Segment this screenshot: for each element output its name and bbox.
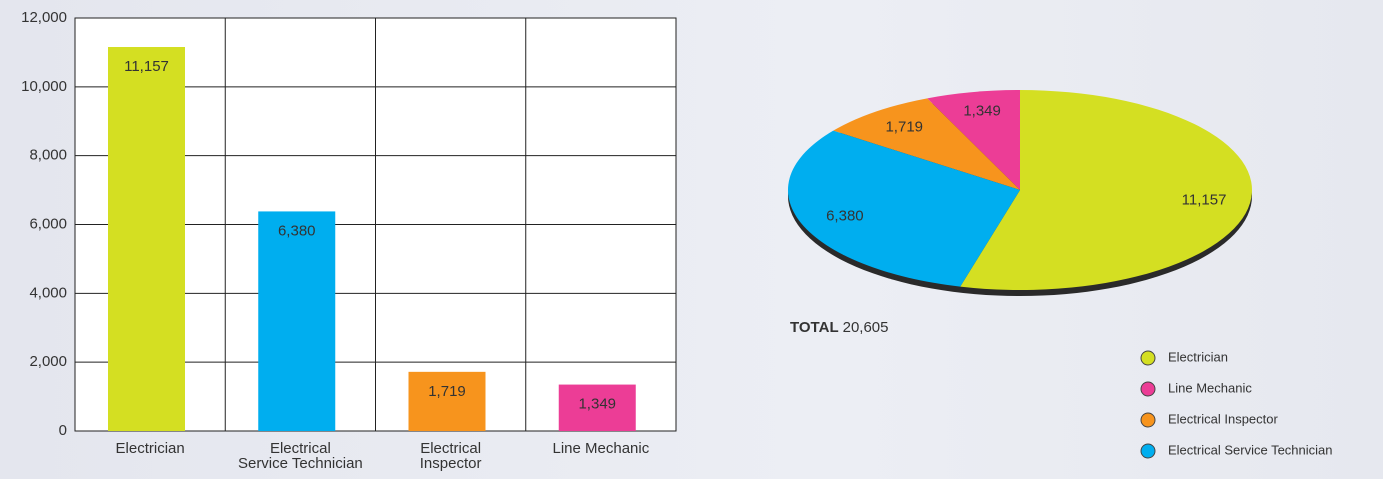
legend-swatch <box>1140 350 1156 366</box>
bar <box>108 47 185 432</box>
value-label: 6,380 <box>278 222 316 239</box>
bar <box>558 384 636 431</box>
bar <box>408 371 486 431</box>
slice-label: 6,380 <box>826 207 864 224</box>
x-tick-label: Line Mechanic <box>552 441 650 457</box>
y-tick-label: 10,000 <box>21 78 67 95</box>
legend-label: Electrical Inspector <box>1168 411 1278 426</box>
x-tick-label: Electrician <box>115 441 185 457</box>
legend-swatch <box>1140 412 1156 428</box>
y-tick-label: 0 <box>59 422 67 439</box>
legend: Electrician Line Mechanic Electrical Inspe… <box>1140 349 1333 459</box>
x-tick-label-box: Electrical Inspector <box>419 441 482 472</box>
x-tick-label-box: Electrician <box>115 441 185 457</box>
x-tick-label-box: Electrical Service Technician <box>237 441 363 472</box>
x-tick-label-box: Line Mechanic <box>552 441 650 457</box>
total-label: TOTAL <box>790 319 839 336</box>
total-value: 20,605 <box>843 319 889 336</box>
legend-label: Electrician <box>1168 349 1228 364</box>
pie-slice <box>960 90 1252 291</box>
x-tick-label: Electrical Service Technician <box>237 441 363 472</box>
x-tick-label: Electrical Inspector <box>419 441 482 472</box>
y-tick-label: 12,000 <box>21 9 67 26</box>
pie-slice <box>927 90 1020 190</box>
legend-swatch <box>1140 381 1156 397</box>
value-label: 11,157 <box>124 58 169 75</box>
pie-slice <box>833 98 1020 190</box>
y-tick-label: 4,000 <box>29 284 67 301</box>
value-label: 1,719 <box>428 383 466 400</box>
value-label: 1,349 <box>578 396 616 413</box>
legend-swatch <box>1140 443 1156 459</box>
legend-label: Electrical Service Technician <box>1168 442 1333 457</box>
legend-label: Line Mechanic <box>1168 380 1252 395</box>
total: TOTAL 20,605 <box>790 319 889 336</box>
slice-label: 1,719 <box>885 118 923 135</box>
pie-slice <box>788 130 1020 287</box>
slice-label: 1,349 <box>963 103 1001 120</box>
y-tick-label: 2,000 <box>29 353 67 370</box>
y-tick-label: 8,000 <box>29 147 67 164</box>
bar <box>258 211 336 431</box>
y-tick-label: 6,000 <box>29 215 67 232</box>
slice-label: 11,157 <box>1182 191 1227 208</box>
